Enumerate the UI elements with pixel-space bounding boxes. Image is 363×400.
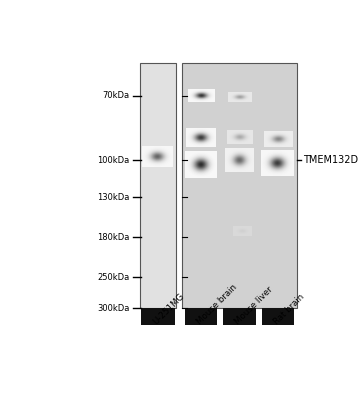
- Bar: [141, 308, 175, 325]
- Bar: [140, 64, 176, 308]
- Text: Mouse brain: Mouse brain: [195, 283, 238, 327]
- Text: Mouse liver: Mouse liver: [233, 285, 274, 327]
- Text: 100kDa: 100kDa: [98, 156, 130, 165]
- Text: Rat brain: Rat brain: [272, 293, 306, 327]
- Text: TMEM132D: TMEM132D: [303, 156, 358, 166]
- Text: 250kDa: 250kDa: [98, 273, 130, 282]
- Text: U-251MG: U-251MG: [151, 292, 186, 327]
- Bar: [223, 308, 256, 325]
- Text: 130kDa: 130kDa: [97, 193, 130, 202]
- Bar: [261, 308, 294, 325]
- Text: 70kDa: 70kDa: [103, 91, 130, 100]
- Bar: [185, 308, 217, 325]
- Text: 180kDa: 180kDa: [97, 233, 130, 242]
- Text: 300kDa: 300kDa: [97, 304, 130, 313]
- Bar: [182, 64, 297, 308]
